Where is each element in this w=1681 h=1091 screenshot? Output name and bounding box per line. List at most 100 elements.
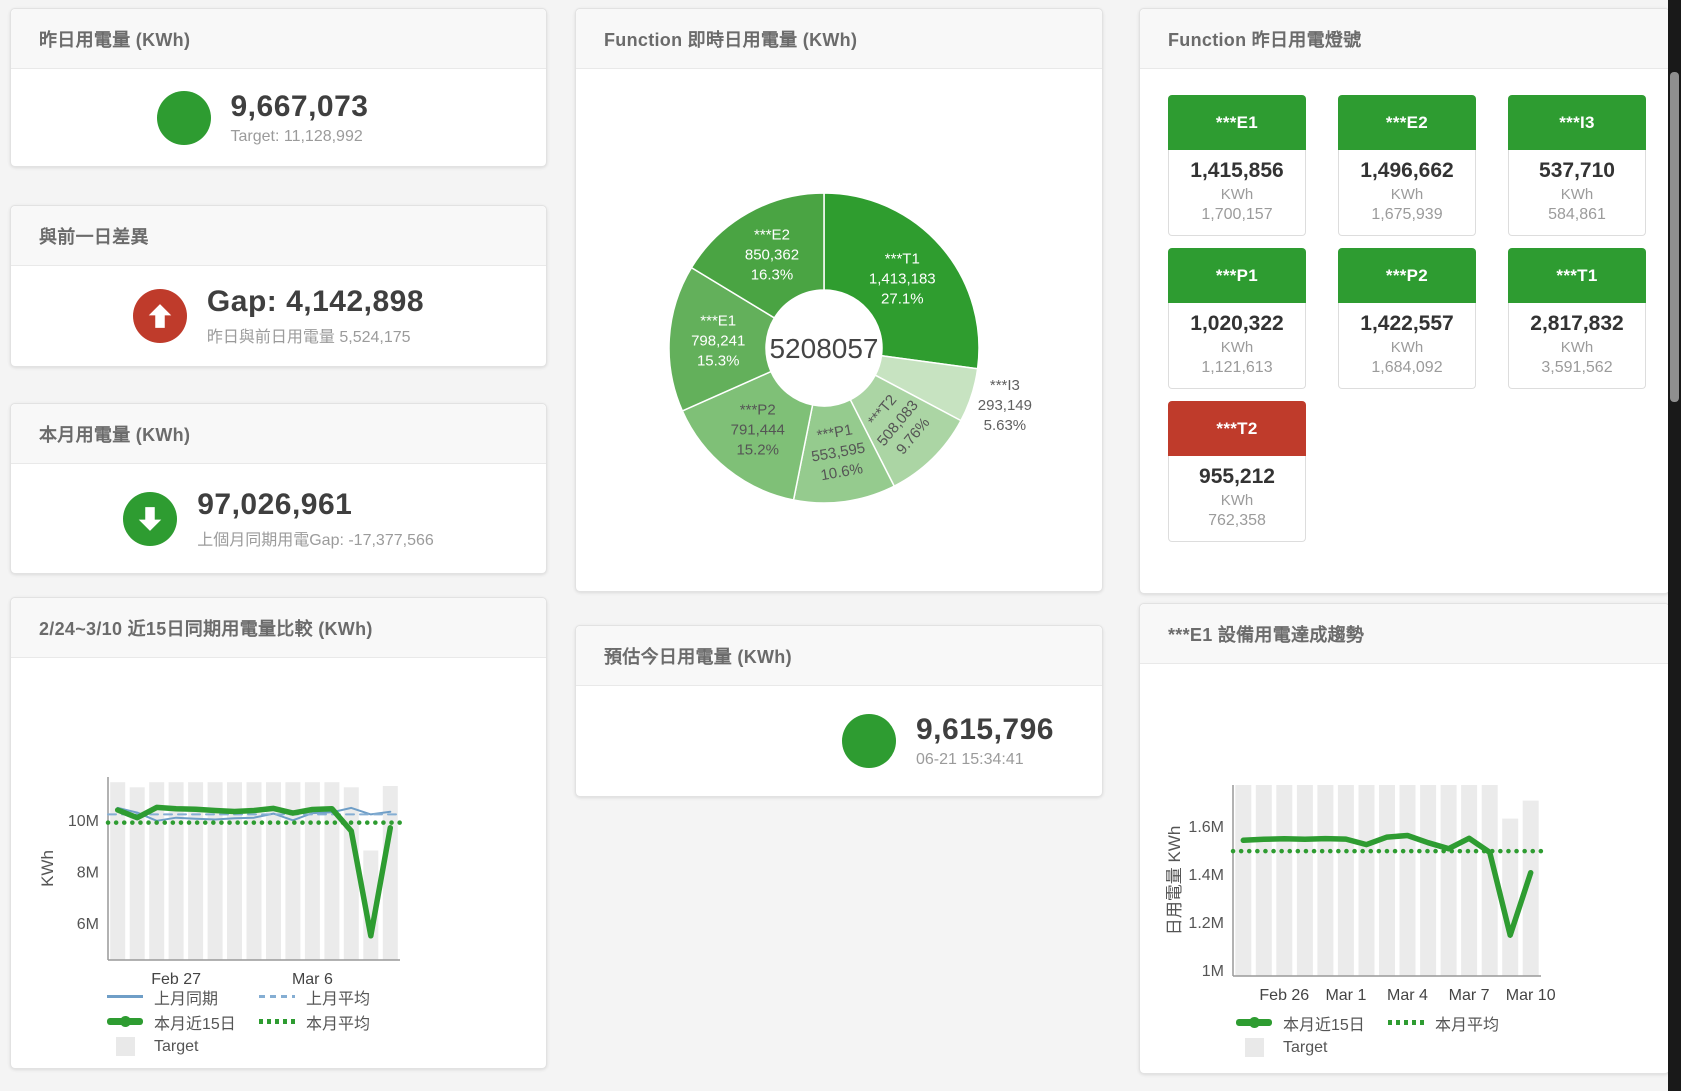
lamp-tile-P1[interactable]: ***P1 1,020,322 KWh 1,121,613 <box>1168 248 1306 389</box>
donut-slice-label: ***E1 798,241 15.3% <box>691 312 745 369</box>
donut-slice-T1[interactable] <box>823 192 980 370</box>
donut-center-total: 5208057 <box>769 333 878 364</box>
lamp-tile-unit: KWh <box>1220 492 1254 509</box>
target-bar <box>1276 785 1293 976</box>
lamp-tile-name: ***E1 <box>1168 95 1306 150</box>
lamp-tile-I3[interactable]: ***I3 537,710 KWh 584,861 <box>1508 95 1646 236</box>
legend-item-本月近15日[interactable]: 本月近15日 <box>1236 1011 1388 1035</box>
legend-label: Target <box>154 1037 199 1055</box>
series-line <box>1240 832 1534 938</box>
lamp-tile-E2[interactable]: ***E2 1,496,662 KWh 1,675,939 <box>1338 95 1476 236</box>
lamp-tile-body: 1,020,322 KWh 1,121,613 <box>1168 303 1306 389</box>
legend-row: Target <box>107 1034 411 1059</box>
daily-usage-donut-chart[interactable]: ***T1 1,413,183 27.1%***I3 293,149 5.63%***T… <box>576 69 1100 590</box>
y-tick-label: 1.4M <box>1188 867 1224 884</box>
legend-item-上月平均[interactable]: 上月平均 <box>259 985 411 1009</box>
lamp-tile-body: 955,212 KWh 762,358 <box>1168 456 1306 542</box>
y-tick-label: 1.2M <box>1188 915 1224 932</box>
stat-value: 9,615,796 <box>916 713 1054 746</box>
legend-label: 本月平均 <box>1435 1016 1500 1034</box>
target-bar <box>1317 785 1334 976</box>
lamp-tile-name: ***T1 <box>1508 248 1646 303</box>
lamp-tile-value: 955,212 <box>1199 465 1275 488</box>
lamp-tiles: ***E1 1,415,856 KWh 1,700,157 ***E2 1,496,662… <box>1140 69 1669 542</box>
stat-row: 9,615,796 06-21 15:34:41 <box>576 686 1102 796</box>
panel-lamp-status: Function 昨日用電燈號 ***E1 1,415,856 KWh 1,700,1… <box>1139 8 1670 594</box>
target-bar <box>1399 785 1416 976</box>
lamp-tile-P2[interactable]: ***P2 1,422,557 KWh 1,684,092 <box>1338 248 1476 389</box>
lamp-tile-name: ***E2 <box>1338 95 1476 150</box>
donut-slice-E2[interactable] <box>690 192 825 319</box>
target-bar <box>1502 818 1519 976</box>
lamp-tile-value: 1,496,662 <box>1360 159 1454 182</box>
legend-swatch-line-icon <box>107 995 143 998</box>
target-bar <box>1420 785 1437 976</box>
lamp-tile-body: 1,496,662 KWh 1,675,939 <box>1338 150 1476 236</box>
arrow-up-icon <box>132 289 187 343</box>
legend-label: Target <box>1283 1038 1328 1056</box>
series-line <box>116 806 392 822</box>
panel-title: Function 即時日用電量 (KWh) <box>576 9 1102 69</box>
lamp-tile-unit: KWh <box>1220 186 1254 203</box>
donut-slice-P2[interactable] <box>681 370 814 501</box>
legend-item-本月平均[interactable]: 本月平均 <box>259 1010 411 1034</box>
legend-label: 本月近15日 <box>1283 1016 1365 1034</box>
panel-title: 昨日用電量 (KWh) <box>11 9 546 69</box>
legend-label: 本月平均 <box>306 1015 371 1033</box>
lamp-tile-unit: KWh <box>1560 339 1594 356</box>
lamp-tile-target: 1,700,157 <box>1201 206 1273 223</box>
lamp-tile-value: 2,817,832 <box>1530 312 1624 335</box>
donut-slice-E1[interactable] <box>668 266 776 412</box>
lamp-tile-value: 1,415,856 <box>1190 159 1284 182</box>
target-bar <box>1379 785 1395 976</box>
usage-compare-chart[interactable]: 6M 8M 10M Feb 27 Mar 6 KWh <box>11 658 544 1067</box>
panel-e1-trend-chart: ***E1 設備用電達成趨勢 1M 1.2M 1.4M 1.6M Feb 26 Mar 1… <box>1139 603 1670 1074</box>
status-circle-icon <box>156 90 211 145</box>
lamp-tile-body: 1,415,856 KWh 1,700,157 <box>1168 150 1306 236</box>
lamp-tile-body: 2,817,832 KWh 3,591,562 <box>1508 303 1646 389</box>
lamp-tile-name: ***T2 <box>1168 401 1306 456</box>
legend-item-本月近15日[interactable]: 本月近15日 <box>107 1010 259 1034</box>
stat-value: Gap: 4,142,898 <box>206 285 425 318</box>
scrollbar-track[interactable] <box>1668 0 1681 1091</box>
trend-chart-legend: 本月近15日 本月平均 Target <box>1236 1010 1540 1060</box>
target-bar <box>1235 785 1252 976</box>
target-bar <box>363 850 379 960</box>
target-bar <box>1440 785 1457 976</box>
stat-subtitle: 06-21 15:34:41 <box>916 751 1024 768</box>
legend-row: Target <box>1236 1035 1540 1060</box>
target-bar <box>1481 785 1498 976</box>
lamp-tile-T2[interactable]: ***T2 955,212 KWh 762,358 <box>1168 401 1306 542</box>
y-tick-label: 1M <box>1202 963 1224 980</box>
legend-swatch-thick-icon <box>107 1016 143 1027</box>
compare-chart-legend: 上月同期 上月平均 本月近15日 本月平均 Target <box>107 984 411 1059</box>
stat-row: 97,026,961 上個月同期用電Gap: -17,377,566 <box>11 464 546 573</box>
panel-title: 與前一日差異 <box>11 206 546 266</box>
legend-row: 本月近15日 本月平均 <box>107 1009 411 1034</box>
lamp-tile-T1[interactable]: ***T1 2,817,832 KWh 3,591,562 <box>1508 248 1646 389</box>
legend-item-上月同期[interactable]: 上月同期 <box>107 985 259 1009</box>
lamp-tile-unit: KWh <box>1560 186 1594 203</box>
lamp-tile-name: ***I3 <box>1508 95 1646 150</box>
panel-usage-compare-chart: 2/24~3/10 近15日同期用電量比較 (KWh) 6M 8M 10M Feb 2… <box>10 597 547 1069</box>
e1-trend-chart[interactable]: 1M 1.2M 1.4M 1.6M Feb 26 Mar 1 Mar 4 Mar 7 Mar 1… <box>1140 664 1667 1072</box>
x-tick-label: Mar 1 <box>1325 987 1366 1004</box>
stat-subtitle: Target: 11,128,992 <box>230 127 363 145</box>
lamp-tile-unit: KWh <box>1390 339 1424 356</box>
x-tick-label: Feb 27 <box>151 971 201 988</box>
panel-title: 2/24~3/10 近15日同期用電量比較 (KWh) <box>11 598 546 658</box>
panel-title: Function 昨日用電燈號 <box>1140 9 1669 69</box>
legend-item-本月平均[interactable]: 本月平均 <box>1388 1011 1540 1035</box>
target-bar <box>304 782 320 960</box>
legend-item-Target[interactable]: Target <box>107 1037 259 1056</box>
x-tick-label: Feb 26 <box>1259 987 1309 1004</box>
x-tick-label: Mar 10 <box>1506 987 1556 1004</box>
stat-value: 97,026,961 <box>197 487 353 521</box>
legend-swatch-dot <box>1249 1017 1260 1028</box>
lamp-tile-target: 584,861 <box>1548 206 1606 223</box>
scrollbar-thumb[interactable] <box>1670 72 1679 402</box>
legend-item-Target[interactable]: Target <box>1236 1038 1388 1057</box>
lamp-tile-name: ***P1 <box>1168 248 1306 303</box>
lamp-tile-unit: KWh <box>1220 339 1254 356</box>
lamp-tile-E1[interactable]: ***E1 1,415,856 KWh 1,700,157 <box>1168 95 1306 236</box>
